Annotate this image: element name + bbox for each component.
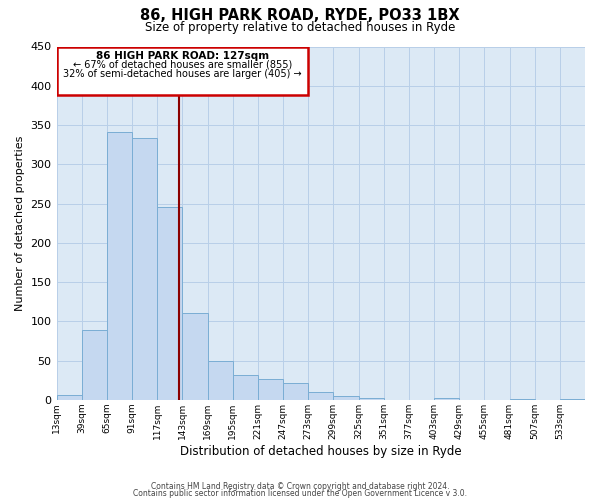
X-axis label: Distribution of detached houses by size in Ryde: Distribution of detached houses by size … [180,444,461,458]
FancyBboxPatch shape [56,46,308,95]
Bar [509,399,535,400]
Text: ← 67% of detached houses are smaller (855): ← 67% of detached houses are smaller (85… [73,60,292,70]
Bar [56,395,82,400]
Text: 86 HIGH PARK ROAD: 127sqm: 86 HIGH PARK ROAD: 127sqm [96,51,269,61]
Text: Size of property relative to detached houses in Ryde: Size of property relative to detached ho… [145,21,455,34]
Bar [359,398,383,400]
Bar [334,396,359,400]
Bar [308,392,334,400]
Text: Contains HM Land Registry data © Crown copyright and database right 2024.: Contains HM Land Registry data © Crown c… [151,482,449,491]
Bar [182,314,208,400]
Bar [560,399,585,400]
Bar [258,380,283,400]
Y-axis label: Number of detached properties: Number of detached properties [15,136,25,311]
Text: 32% of semi-detached houses are larger (405) →: 32% of semi-detached houses are larger (… [63,70,302,80]
Bar [434,398,459,400]
Bar [208,362,233,400]
Bar [283,384,308,400]
Text: 86, HIGH PARK ROAD, RYDE, PO33 1BX: 86, HIGH PARK ROAD, RYDE, PO33 1BX [140,8,460,22]
Bar [132,138,157,400]
Bar [82,330,107,400]
Bar [157,206,182,400]
Text: Contains public sector information licensed under the Open Government Licence v : Contains public sector information licen… [133,488,467,498]
Bar [233,374,258,400]
Bar [107,132,132,400]
